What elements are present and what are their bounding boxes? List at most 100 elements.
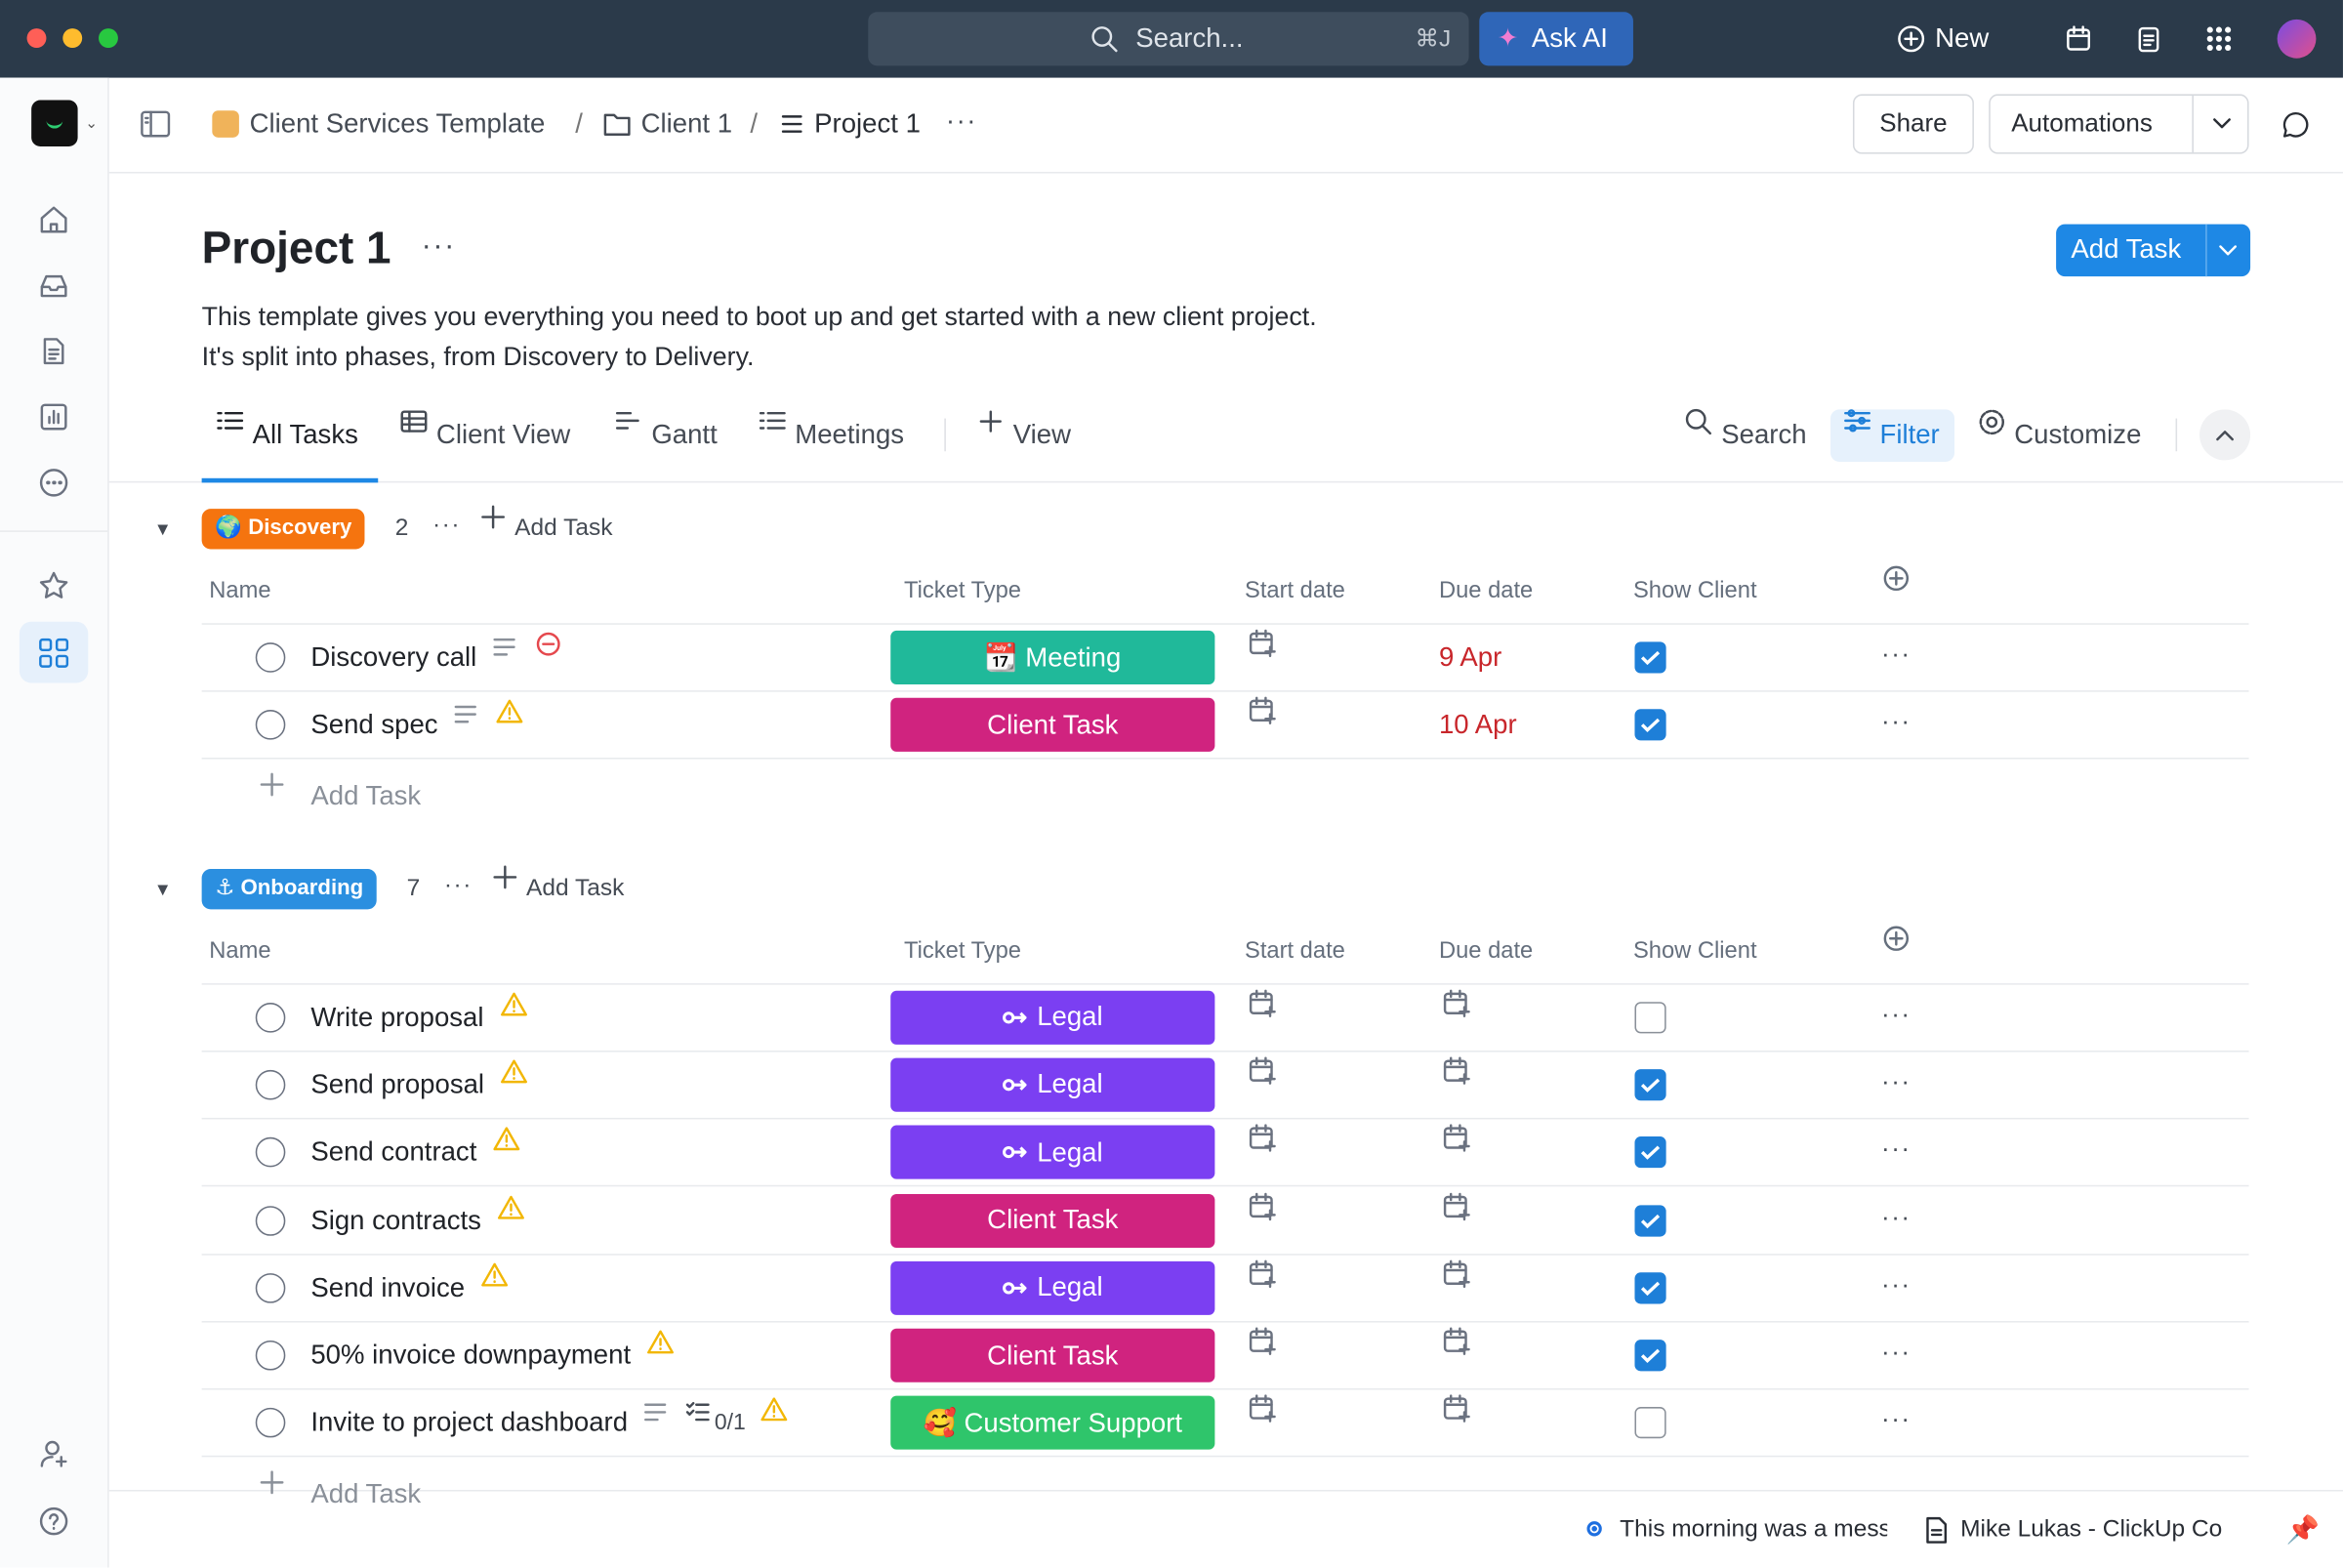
tool-icon[interactable] [1684,407,1714,435]
row-menu[interactable]: ··· [1881,999,1911,1028]
footer-item[interactable]: Mike Lukas - ClickUp Co [1960,1516,2223,1543]
task-status[interactable] [255,710,286,741]
start-date-icon[interactable] [1248,628,1276,658]
task-status[interactable] [255,1002,286,1033]
help-icon[interactable] [37,1505,70,1538]
ticket-tag[interactable]: Client Task [890,698,1215,753]
task-status[interactable] [255,1137,286,1168]
inbox-icon[interactable] [37,269,70,303]
tool-button[interactable]: Filter [1879,419,1940,449]
workspace-caret[interactable]: ⌄ [85,115,99,133]
task-name[interactable]: Sign contracts [310,1204,481,1235]
add-column[interactable] [1883,925,1911,952]
breadcrumb-menu[interactable]: ··· [945,104,977,136]
task-status[interactable] [255,1272,286,1303]
global-search[interactable]: Search... ⌘J [868,12,1469,66]
footer-item[interactable]: This morning was a mess [1620,1516,1888,1543]
task-name[interactable]: Write proposal [310,1001,484,1032]
task-name[interactable]: Discovery call [310,641,477,673]
show-client-checkbox[interactable] [1634,1407,1666,1439]
pin-icon[interactable]: 📌 [2285,1514,2321,1545]
start-date-icon[interactable] [1248,1393,1276,1424]
due-date-icon[interactable] [1442,1326,1470,1356]
view-tab[interactable]: Gantt [651,419,718,449]
show-client-checkbox[interactable] [1634,1204,1666,1236]
due-date[interactable]: 10 Apr [1438,709,1517,740]
invite-icon[interactable] [37,1437,70,1470]
ticket-tag[interactable]: Legal [890,1125,1215,1179]
task-name[interactable]: Invite to project dashboard [310,1407,629,1438]
docs-icon[interactable] [37,335,70,368]
group-add-task[interactable]: Add Task [526,875,625,901]
view-tab[interactable]: All Tasks [252,419,358,449]
show-client-checkbox[interactable] [1634,1136,1666,1169]
ticket-tag[interactable]: Legal [890,1057,1215,1112]
task-status[interactable] [255,1408,286,1439]
task-name[interactable]: Send proposal [310,1068,485,1099]
collapse-caret[interactable]: ▼ [153,878,172,899]
row-menu[interactable]: ··· [1881,1338,1911,1367]
breadcrumb-current[interactable]: Project 1 [814,107,921,139]
row-menu[interactable]: ··· [1881,1269,1911,1299]
start-date-icon[interactable] [1248,695,1276,725]
automations-button[interactable]: Automations [1989,94,2249,154]
sidebar-toggle[interactable] [139,107,172,141]
start-date-icon[interactable] [1248,1123,1276,1153]
show-client-checkbox[interactable] [1634,1340,1666,1372]
calendar-icon[interactable] [2064,23,2094,54]
row-menu[interactable]: ··· [1881,1202,1911,1231]
collapse-button[interactable] [2199,409,2251,461]
due-date-icon[interactable] [1442,1393,1470,1424]
due-date-icon[interactable] [1442,1190,1470,1220]
favorites-icon[interactable] [37,569,70,602]
ticket-tag[interactable]: Legal [890,990,1215,1045]
spaces-active[interactable] [19,621,89,683]
row-menu[interactable]: ··· [1881,1066,1911,1095]
ticket-tag[interactable]: 🥰 Customer Support [890,1396,1215,1451]
workspace-logo[interactable] [31,100,78,146]
ticket-tag[interactable]: Client Task [890,1328,1215,1382]
view-tab[interactable]: Client View [435,419,571,449]
ticket-tag[interactable]: Legal [890,1260,1215,1315]
group-menu[interactable]: ··· [432,512,462,539]
group-add-task[interactable]: Add Task [514,516,613,542]
start-date-icon[interactable] [1248,1190,1276,1220]
more-icon[interactable] [37,467,70,500]
apps-icon[interactable] [2204,23,2235,54]
due-date-icon[interactable] [1442,1123,1470,1153]
due-date-icon[interactable] [1442,987,1470,1017]
chat-icon[interactable] [2281,109,2312,141]
ticket-tag[interactable]: 📆 Meeting [890,630,1215,685]
task-status[interactable] [255,1205,286,1236]
group-pill[interactable]: ⚓ Onboarding [201,868,377,909]
task-status[interactable] [255,1069,286,1100]
group-menu[interactable]: ··· [443,872,473,898]
show-client-checkbox[interactable] [1634,709,1666,741]
view-tab[interactable]: View [1012,419,1071,449]
add-task-button[interactable]: Add Task [2056,224,2251,277]
row-menu[interactable]: ··· [1881,1405,1911,1434]
show-client-checkbox[interactable] [1634,1001,1666,1033]
task-name[interactable]: Send invoice [310,1271,466,1302]
ticket-tag[interactable]: Client Task [890,1193,1215,1248]
task-name[interactable]: Send spec [310,709,438,740]
tool-button[interactable]: Search [1721,419,1807,449]
breadcrumb-item[interactable]: Client Services Template [249,107,546,139]
due-date[interactable]: 9 Apr [1438,641,1502,673]
row-menu[interactable]: ··· [1881,707,1911,736]
show-client-checkbox[interactable] [1634,1068,1666,1101]
start-date-icon[interactable] [1248,1258,1276,1288]
due-date-icon[interactable] [1442,1258,1470,1288]
add-column[interactable] [1883,565,1911,593]
close-dot[interactable] [26,28,47,48]
breadcrumb-item[interactable]: Client 1 [640,107,733,139]
tool-icon[interactable] [1842,407,1872,435]
task-name[interactable]: 50% invoice downpayment [310,1340,632,1370]
start-date-icon[interactable] [1248,1054,1276,1085]
avatar[interactable] [2277,19,2317,59]
start-date-icon[interactable] [1248,987,1276,1017]
row-menu[interactable]: ··· [1881,640,1911,669]
task-status[interactable] [255,1341,286,1371]
row-menu[interactable]: ··· [1881,1135,1911,1164]
new-button[interactable]: New [1935,22,1990,54]
